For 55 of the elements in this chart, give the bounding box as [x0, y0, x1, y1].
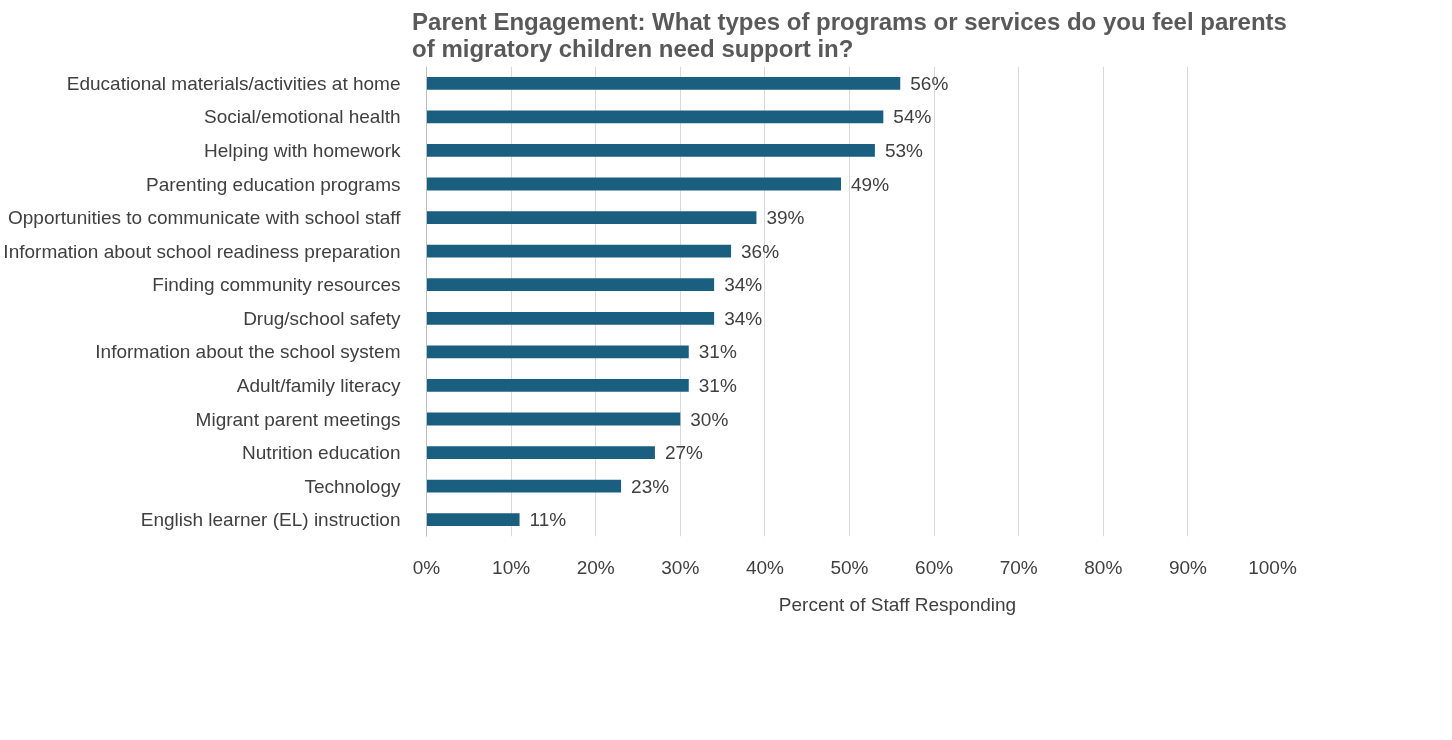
bar [426, 278, 715, 292]
x-tick-label: 20% [576, 556, 615, 578]
y-tick-label: Social/emotional health [204, 106, 401, 128]
chart-title: Parent Engagement: What types of programs or services do you feel parents of migratory children need support in? [412, 7, 1287, 62]
y-tick-label: Information about the school system [95, 341, 401, 363]
data-label: 53% [884, 139, 924, 161]
bar [426, 479, 622, 493]
y-tick-label: Educational materials/activities at home [66, 72, 401, 94]
data-label: 56% [910, 72, 949, 94]
x-tick-label: 70% [999, 556, 1038, 578]
y-tick-label: Information about school readiness preparation [3, 240, 401, 262]
y-tick-label: Helping with homework [204, 139, 401, 161]
bar [426, 513, 520, 527]
data-label: 34% [724, 274, 763, 296]
x-tick-label: 40% [745, 556, 785, 578]
bar [426, 144, 875, 157]
bar [426, 244, 732, 258]
bar [426, 345, 689, 359]
data-label: 36% [741, 240, 780, 262]
text: Percent of Staff Responding [778, 594, 1017, 616]
y-tick-label: Migrant parent meetings [195, 408, 401, 430]
data-label: 11% [529, 509, 567, 531]
x-tick-label: 90% [1168, 556, 1208, 578]
data-label: 34% [724, 307, 763, 329]
bar [426, 446, 655, 459]
x-tick-label: 100% [1248, 556, 1297, 578]
bar [426, 412, 681, 426]
bar [426, 76, 901, 90]
data-label: 54% [893, 106, 932, 128]
y-tick-label: Opportunities to communicate with school staff [7, 207, 402, 229]
y-tick-label: Technology [304, 475, 401, 497]
y-tick-label: Parenting education programs [145, 173, 401, 195]
data-label: 27% [664, 442, 704, 464]
y-tick-label: English learner (EL) instruction [140, 509, 401, 531]
data-label: 31% [698, 374, 737, 396]
x-tick-label: 80% [1084, 556, 1123, 578]
bar [426, 211, 757, 224]
x-tick-label: 0% [412, 556, 441, 578]
data-label: 23% [631, 475, 670, 497]
y-tick-label: Nutrition education [242, 442, 401, 464]
data-label: 30% [690, 408, 729, 430]
x-tick-label: 60% [915, 556, 954, 578]
y-tick-label: Adult/family literacy [236, 374, 401, 396]
x-tick-label: 10% [492, 556, 531, 578]
x-tick-label: 30% [661, 556, 700, 578]
y-tick-label: Finding community resources [152, 274, 401, 296]
bar [426, 311, 715, 325]
x-tick-label: 50% [830, 556, 869, 578]
bar [426, 379, 689, 392]
data-label: 49% [851, 173, 890, 195]
data-label: 39% [766, 207, 805, 229]
bar [426, 110, 884, 124]
data-label: 31% [698, 341, 737, 363]
bar [426, 177, 842, 191]
y-tick-label: Drug/school safety [243, 307, 401, 329]
